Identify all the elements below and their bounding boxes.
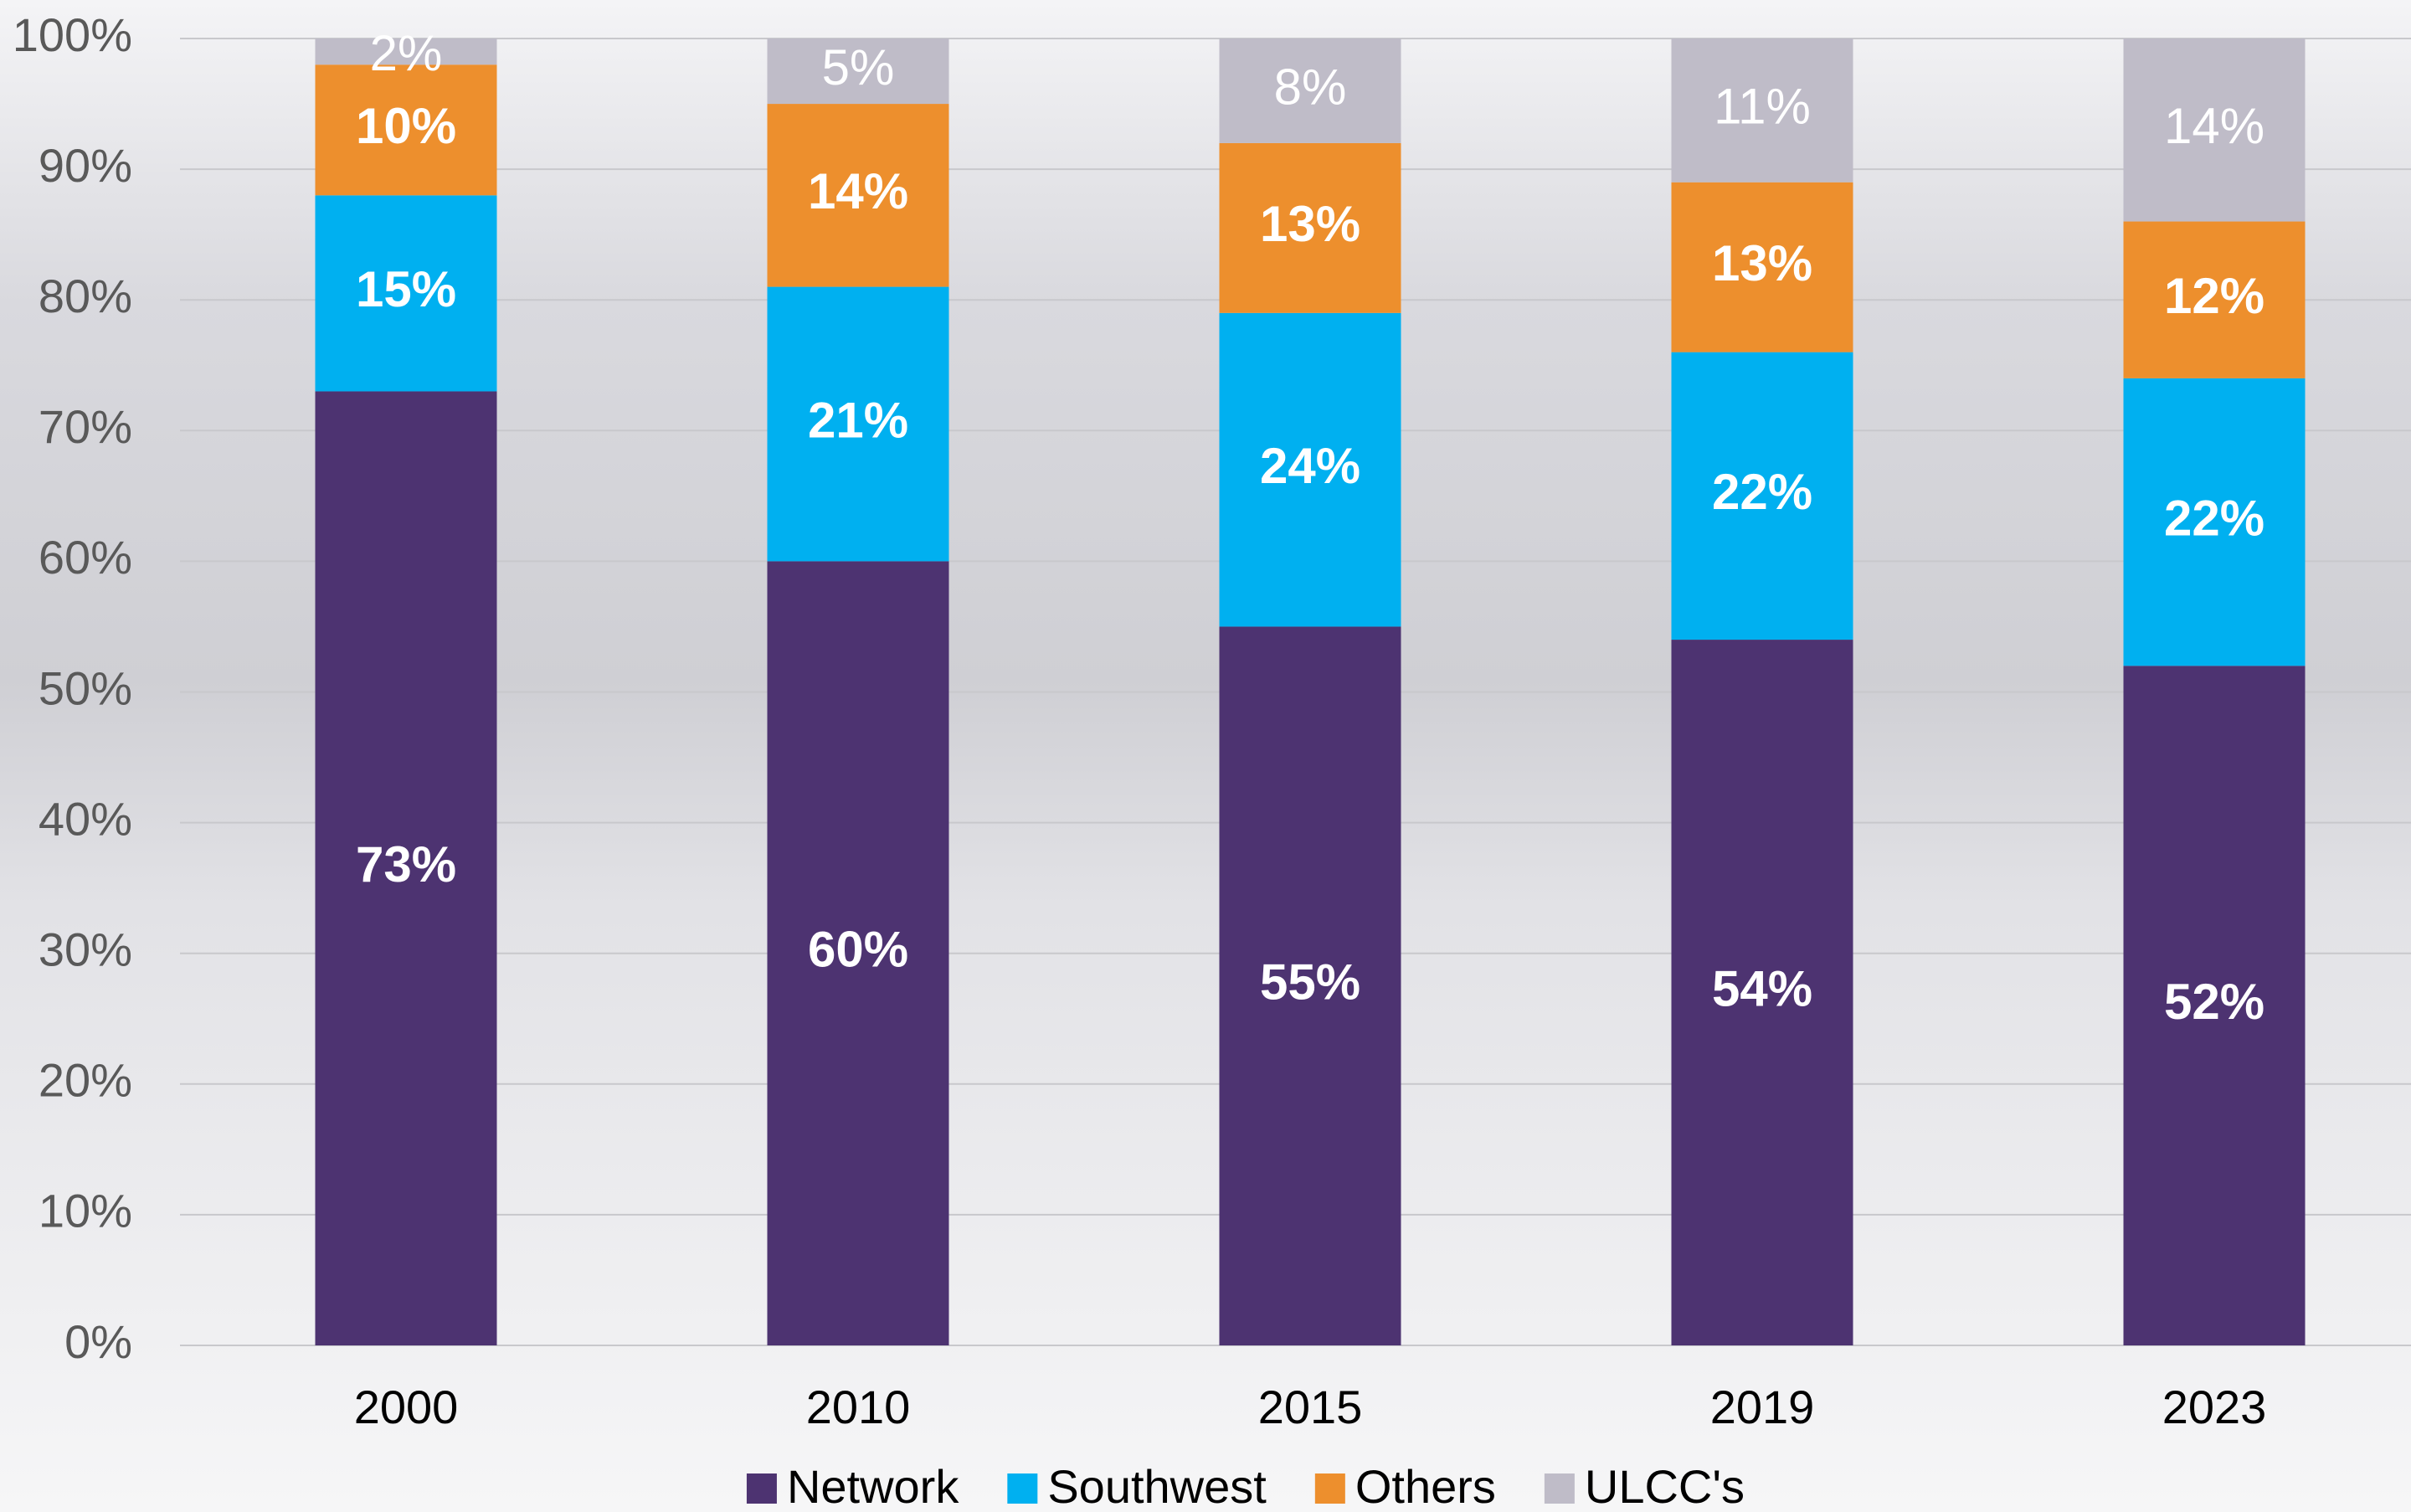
bar-segment (315, 391, 497, 1346)
bar-segment (315, 195, 497, 392)
value-label: 11% (1714, 79, 1811, 135)
value-label: 24% (1260, 438, 1360, 494)
bar-segment (767, 39, 949, 105)
value-label: 55% (1260, 954, 1360, 1011)
bar-segment (767, 286, 949, 562)
x-tick-label: 2023 (2162, 1381, 2267, 1433)
bar-segment (1219, 626, 1401, 1345)
y-tick-label: 90% (39, 139, 132, 192)
value-label: 13% (1260, 196, 1360, 252)
bar-segment (1671, 182, 1853, 352)
bar-segment (1671, 640, 1853, 1345)
value-label: 60% (808, 922, 908, 978)
y-tick-label: 30% (39, 923, 132, 975)
x-tick-label: 2015 (1258, 1381, 1363, 1433)
value-label: 54% (1712, 960, 1812, 1016)
legend-label: Others (1355, 1460, 1496, 1512)
bar-segment (315, 39, 497, 65)
bar-segment (1219, 39, 1401, 143)
legend-label: ULCC's (1585, 1460, 1745, 1512)
x-tick-label: 2000 (354, 1381, 459, 1433)
legend-swatch (1314, 1473, 1345, 1504)
y-tick-label: 50% (39, 661, 132, 714)
legend-swatch (1544, 1473, 1575, 1504)
y-tick-label: 40% (39, 792, 132, 845)
legend-label: Network (787, 1460, 959, 1512)
value-label: 8% (1274, 59, 1347, 115)
value-label: 14% (2164, 98, 2264, 154)
bar-segment (2123, 221, 2306, 378)
value-label: 14% (808, 163, 908, 219)
x-tick-label: 2010 (806, 1381, 911, 1433)
bar-segment (767, 561, 949, 1345)
value-label: 73% (356, 836, 456, 892)
bar-segment (1671, 39, 1853, 183)
value-label: 2% (370, 25, 443, 81)
value-label: 21% (808, 392, 908, 448)
y-tick-label: 60% (39, 531, 132, 584)
value-label: 22% (1712, 464, 1812, 520)
bar-segment (2123, 666, 2306, 1345)
bar-segment (1671, 352, 1853, 640)
value-label: 12% (2164, 268, 2264, 324)
y-tick-label: 80% (39, 270, 132, 322)
y-tick-label: 10% (39, 1185, 132, 1237)
y-tick-label: 100% (13, 8, 132, 61)
y-tick-label: 20% (39, 1054, 132, 1107)
x-tick-label: 2019 (1710, 1381, 1815, 1433)
bar-segment (2123, 39, 2306, 222)
value-label: 5% (822, 39, 895, 95)
legend-swatch (1007, 1473, 1038, 1504)
y-tick-label: 70% (39, 400, 132, 453)
bar-segment (1219, 142, 1401, 313)
bar-segment (2123, 378, 2306, 666)
bar-segment (1219, 312, 1401, 627)
bar-segment (315, 64, 497, 196)
y-tick-label: 0% (64, 1315, 132, 1368)
value-label: 52% (2164, 974, 2264, 1030)
value-label: 15% (356, 261, 456, 317)
bar-segment (767, 104, 949, 287)
value-label: 13% (1712, 235, 1812, 291)
value-label: 10% (356, 98, 456, 154)
value-label: 22% (2164, 490, 2264, 546)
legend-label: Southwest (1047, 1460, 1267, 1512)
legend-swatch (746, 1473, 777, 1504)
